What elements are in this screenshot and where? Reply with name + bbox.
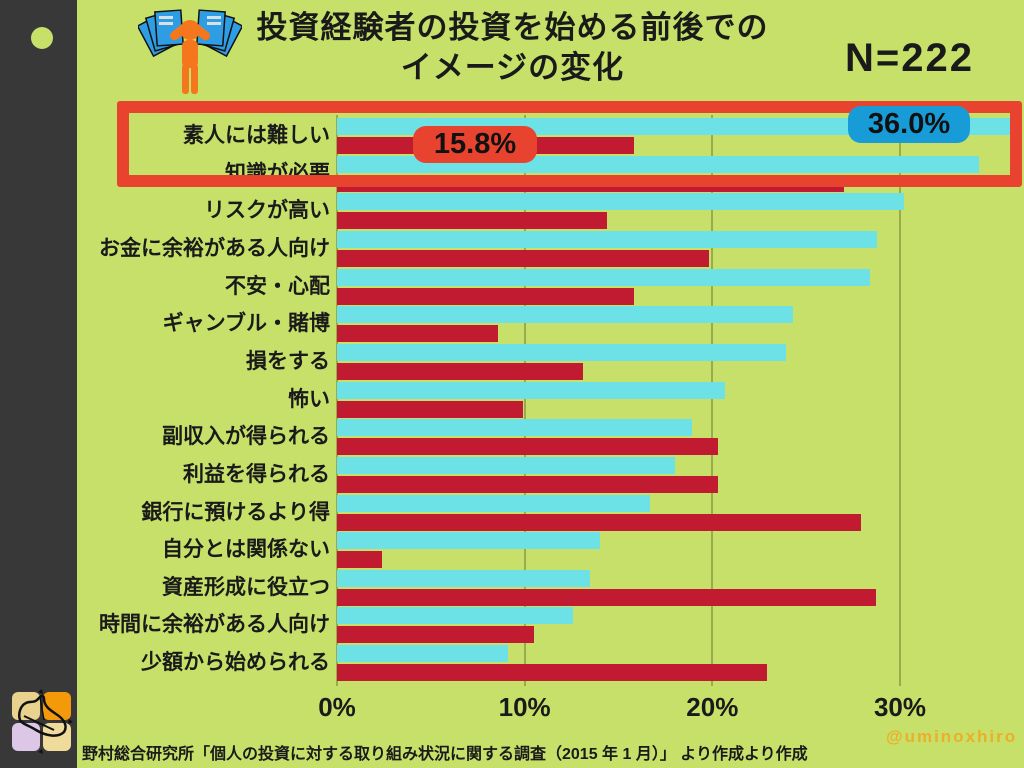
chart-title-line2: イメージの変化: [400, 50, 625, 85]
bar-before: [337, 532, 600, 550]
source-note: 野村総合研究所「個人の投資に対する取り組み状況に関する調査（2015 年 1 月…: [82, 746, 808, 763]
person-money-icon: [138, 9, 242, 94]
category-label: 銀行に預けるより得: [141, 500, 330, 524]
x-tick-10%: 10%: [498, 692, 551, 722]
category-label: 自分とは関係ない: [162, 538, 330, 562]
bar-after: [337, 438, 718, 456]
bar-after: [337, 287, 634, 305]
shoe-logo-icon: [12, 689, 73, 754]
after-value-badge: 15.8%: [413, 126, 537, 163]
chart-title-line1: 投資経験者の投資を始める前後での: [256, 10, 769, 45]
bar-before: [337, 645, 508, 663]
x-tick-30%: 30%: [873, 692, 927, 722]
category-label: ギャンブル・賭博: [162, 312, 330, 336]
sidebar-dot: [31, 27, 53, 49]
bar-before: [337, 268, 870, 286]
bar-before: [337, 306, 794, 324]
x-tick-0%: 0%: [318, 692, 356, 722]
category-label: 利益を得られる: [183, 462, 330, 486]
before-value-badge: 36.0%: [848, 106, 970, 143]
category-label: 資産形成に役立つ: [162, 575, 330, 599]
bar-before: [337, 456, 675, 474]
gridline-20%: [711, 115, 714, 686]
bar-after: [337, 362, 583, 380]
left-sidebar: [0, 0, 77, 768]
category-label: 副収入が得られる: [162, 425, 330, 449]
bar-after: [337, 626, 535, 644]
bar-before: [337, 569, 591, 587]
bar-after: [337, 400, 523, 418]
bar-before: [337, 343, 786, 361]
gridline-0%: [336, 115, 338, 686]
watermark: @uminoxhiro: [886, 727, 1018, 746]
bar-before: [337, 607, 574, 625]
category-label: 怖い: [288, 387, 330, 411]
x-tick-20%: 20%: [686, 692, 739, 722]
bar-before: [337, 230, 878, 248]
bar-after: [337, 249, 709, 267]
bar-after: [337, 325, 499, 343]
category-label: お金に余裕がある人向け: [99, 236, 330, 260]
chart-title: 投資経験者の投資を始める前後での イメージの変化: [240, 8, 785, 88]
bar-after: [337, 588, 876, 606]
bar-after: [337, 212, 608, 230]
category-label: 素人には難しい: [183, 124, 330, 147]
category-label: リスクが高い: [204, 199, 330, 223]
sample-size-label: N=222: [845, 36, 974, 80]
gridline-30%: [899, 115, 901, 686]
category-label: 時間に余裕がある人向け: [99, 613, 330, 637]
category-label: 損をする: [246, 349, 330, 373]
bar-after: [337, 475, 718, 493]
bar-before: [337, 193, 904, 211]
category-label: 少額から始められる: [141, 651, 330, 675]
bar-after: [337, 664, 767, 682]
bar-before: [337, 494, 651, 512]
bar-after: [337, 513, 861, 531]
category-label: 不安・心配: [225, 274, 330, 298]
bar-before: [337, 381, 726, 399]
bar-after: [337, 551, 383, 569]
gridline-10%: [523, 115, 526, 686]
highlight-box: [117, 101, 1022, 187]
bar-before: [337, 419, 692, 437]
